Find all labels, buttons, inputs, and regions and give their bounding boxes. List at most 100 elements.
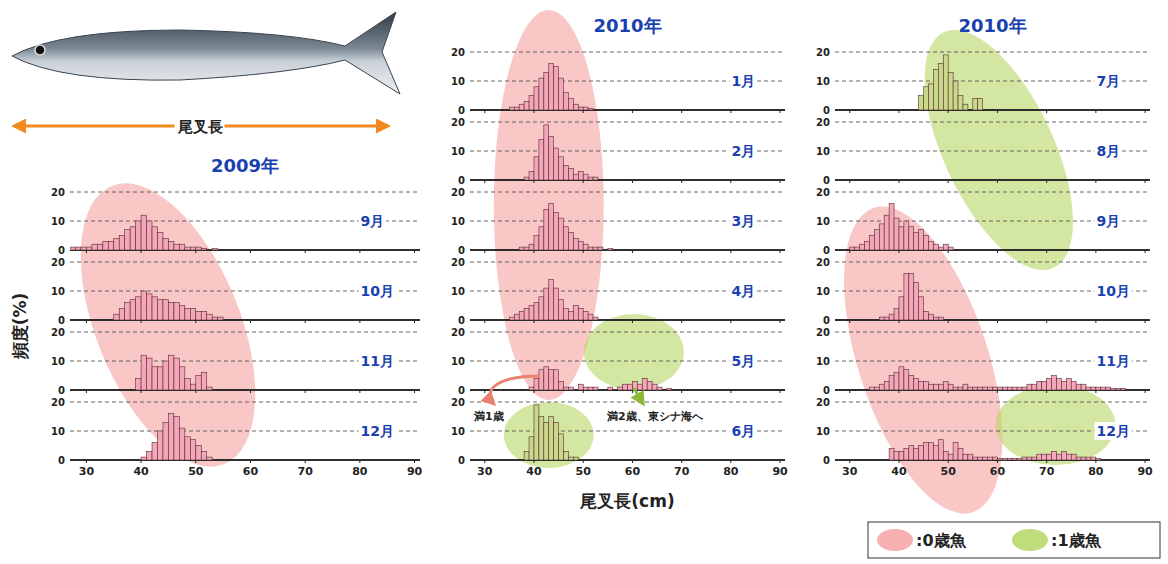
histogram-bar	[968, 454, 973, 460]
histogram-bar	[968, 387, 973, 390]
grid-line	[470, 262, 785, 263]
histogram-bar	[904, 370, 909, 390]
x-tick	[849, 460, 850, 463]
x-tick	[195, 460, 196, 463]
bars	[850, 204, 953, 250]
histogram-bar	[637, 384, 642, 390]
annotation: 満1歳	[473, 410, 504, 423]
histogram-bar	[147, 451, 152, 460]
histogram-bar	[973, 98, 978, 110]
y-tick-label: 20	[451, 257, 465, 268]
histogram-bar	[613, 390, 618, 391]
histogram-bar	[152, 227, 157, 250]
histogram-bar	[662, 390, 667, 391]
histogram-bar	[618, 387, 623, 390]
histogram-bar	[534, 236, 539, 251]
histogram-bar	[168, 241, 173, 250]
histogram-bar	[201, 249, 206, 250]
x-tick	[141, 390, 142, 393]
histogram-bar	[152, 443, 157, 460]
histogram-bar	[1042, 454, 1047, 460]
column-title: 2009年	[211, 155, 279, 176]
y-tick-label: 0	[458, 175, 465, 186]
histogram-bar	[933, 244, 938, 250]
histogram-bar	[899, 227, 904, 250]
histogram-bar	[933, 317, 938, 320]
histogram-bar	[593, 387, 598, 390]
label-background	[359, 212, 387, 230]
y-tick-label: 10	[816, 286, 830, 297]
grid-line	[470, 402, 785, 403]
x-tick	[948, 460, 949, 463]
histogram-bar	[136, 378, 141, 390]
histogram-bar	[1081, 457, 1086, 460]
y-tick-label: 0	[458, 245, 465, 256]
y-axis-title: 頻度(%)	[10, 293, 30, 361]
histogram-bar	[564, 308, 569, 320]
x-axis-title: 尾叉長(cm)	[579, 491, 674, 511]
panel: 010207月	[816, 47, 1150, 116]
grid-line	[70, 332, 420, 333]
x-tick-label: 50	[941, 465, 957, 478]
x-tick	[997, 460, 998, 463]
histogram-bar	[988, 457, 993, 460]
label-background	[359, 282, 396, 300]
histogram-bar	[879, 317, 884, 320]
label-background	[729, 212, 757, 230]
histogram-bar	[1066, 454, 1071, 460]
histogram-bar	[1076, 384, 1081, 390]
panel-title: 12月	[1096, 423, 1129, 439]
histogram-bar	[539, 297, 544, 320]
histogram-bar	[608, 387, 613, 390]
histogram-bar	[174, 303, 179, 320]
histogram-bar	[578, 241, 583, 250]
histogram-bar	[899, 297, 904, 320]
y-tick-label: 10	[451, 426, 465, 437]
histogram-bar	[163, 422, 168, 460]
label-background	[175, 117, 225, 137]
histogram-bar	[1120, 389, 1125, 390]
histogram-bar	[158, 367, 163, 390]
bars	[869, 367, 1125, 390]
histogram-bar	[141, 291, 146, 320]
age-highlights	[45, 9, 1115, 532]
x-tick	[1095, 180, 1096, 183]
label-background	[604, 409, 706, 424]
x-tick	[533, 180, 534, 183]
histogram-bar	[519, 247, 524, 250]
age-ellipse	[894, 9, 1104, 291]
x-tick	[195, 250, 196, 253]
y-tick-label: 10	[451, 286, 465, 297]
label-background	[1094, 282, 1131, 300]
x-tick	[849, 320, 850, 323]
histogram-bar	[1116, 389, 1121, 390]
x-tick	[1095, 110, 1096, 113]
histogram-bar	[190, 384, 195, 390]
x-tick	[948, 320, 949, 323]
histogram-bar	[529, 387, 534, 390]
y-tick-label: 10	[816, 426, 830, 437]
histogram-bar	[1096, 387, 1101, 390]
x-tick	[681, 110, 682, 113]
histogram-bar	[983, 387, 988, 390]
histogram-bar	[953, 81, 958, 110]
x-tick	[305, 250, 306, 253]
label-background	[1094, 72, 1122, 90]
x-tick	[780, 110, 781, 113]
histogram-bar	[884, 381, 889, 390]
x-tick	[533, 250, 534, 253]
histogram-bar	[519, 104, 524, 110]
histogram-bar	[524, 247, 529, 250]
histogram-bar	[534, 303, 539, 320]
histogram-bar	[185, 437, 190, 460]
x-tick	[1046, 110, 1047, 113]
x-tick	[359, 460, 360, 463]
x-tick	[898, 390, 899, 393]
y-tick-label: 10	[816, 146, 830, 157]
histogram-bar	[958, 387, 963, 390]
x-tick	[195, 320, 196, 323]
label-background	[1094, 142, 1122, 160]
x-tick	[849, 110, 850, 113]
histogram-bar	[514, 107, 519, 110]
grid-line	[835, 52, 1150, 53]
